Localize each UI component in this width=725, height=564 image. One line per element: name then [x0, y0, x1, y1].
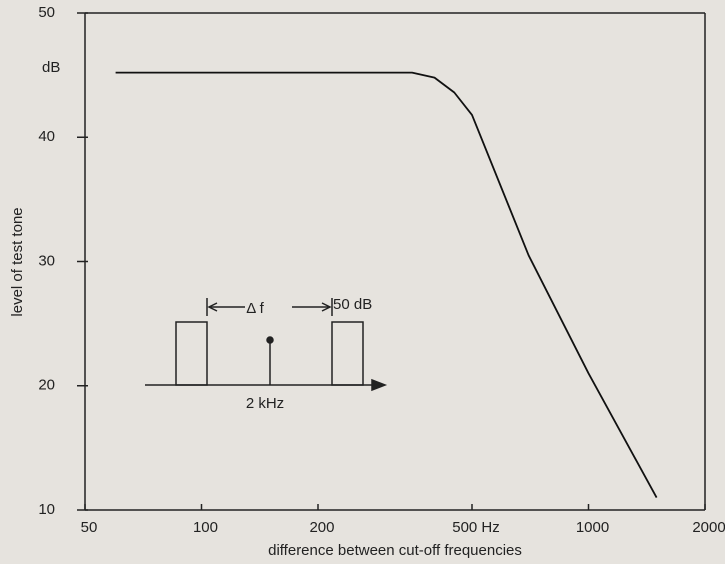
x-axis-label: difference between cut-off frequencies	[268, 542, 522, 559]
x-tick-label: 500 Hz	[452, 519, 500, 536]
x-tick-label: 200	[309, 519, 334, 536]
annotation: 2 kHz	[246, 395, 284, 412]
y-tick-label: 30	[38, 252, 55, 269]
annotation: dB	[42, 59, 60, 76]
chart: difference between cut-off frequencies l…	[0, 0, 725, 564]
x-tick-label: 1000	[576, 519, 609, 536]
annotation: Δ f	[246, 300, 264, 317]
y-tick-label: 40	[38, 128, 55, 145]
y-tick-label: 20	[38, 377, 55, 394]
x-tick-label: 100	[193, 519, 218, 536]
annotation: 50 dB	[333, 296, 372, 313]
y-tick-label: 50	[38, 4, 55, 21]
y-axis-label: level of test tone	[9, 207, 26, 316]
y-tick-label: 10	[38, 501, 55, 518]
background	[0, 0, 725, 564]
x-tick-label: 50	[81, 519, 98, 536]
x-tick-label: 2000	[692, 519, 725, 536]
